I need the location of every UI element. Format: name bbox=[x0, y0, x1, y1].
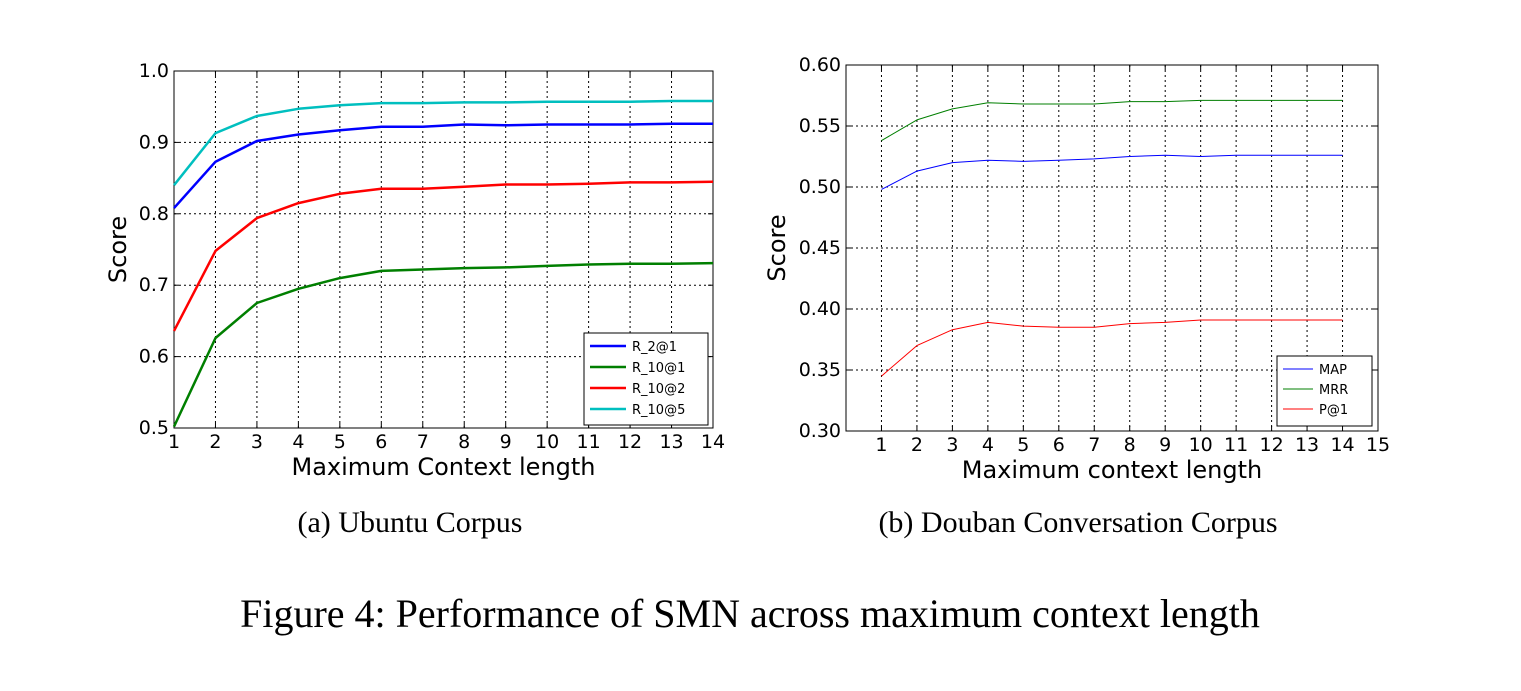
ubuntu-legend-box bbox=[583, 332, 709, 426]
ubuntu-x-tick-label: 7 bbox=[417, 431, 429, 453]
douban-series-mrr bbox=[881, 99, 1343, 142]
douban-y-tick-label: 0.60 bbox=[799, 54, 841, 76]
douban-y-tick-label: 0.35 bbox=[799, 359, 841, 381]
subcaption-ubuntu: (a) Ubuntu Corpus bbox=[298, 506, 523, 539]
ubuntu-series-r-2-1 bbox=[173, 122, 713, 209]
ubuntu-legend-label: R_10@5 bbox=[632, 403, 685, 418]
ubuntu-plot-frame bbox=[173, 70, 714, 429]
ubuntu-x-tick-label: 10 bbox=[535, 431, 559, 453]
ubuntu-y-tick-label: 0.5 bbox=[139, 417, 169, 439]
ubuntu-x-tick-label: 8 bbox=[458, 431, 470, 453]
ubuntu-x-tick-label: 14 bbox=[701, 431, 725, 453]
figure-caption: Figure 4: Performance of SMN across maxi… bbox=[240, 591, 1260, 636]
ubuntu-x-tick-label: 11 bbox=[577, 431, 601, 453]
douban-legend-box bbox=[1276, 355, 1373, 427]
douban-legend: MAP MRR P@1 bbox=[1276, 355, 1373, 427]
douban-legend-label: MAP bbox=[1319, 363, 1347, 378]
douban-y-tick-label: 0.55 bbox=[799, 115, 841, 137]
douban-x-tick-label: 2 bbox=[911, 434, 923, 456]
douban-series-map bbox=[881, 154, 1343, 190]
douban-y-tick-label: 0.40 bbox=[799, 298, 841, 320]
ubuntu-x-tick-label: 9 bbox=[500, 431, 512, 453]
douban-x-tick-label: 8 bbox=[1124, 434, 1136, 456]
douban-x-axis-label: Maximum context length bbox=[962, 456, 1262, 484]
douban-x-tick-label: 13 bbox=[1295, 434, 1319, 456]
douban-y-axis-label: Score bbox=[763, 214, 791, 281]
douban-x-tick-label: 5 bbox=[1017, 434, 1029, 456]
douban-x-tick-label: 6 bbox=[1053, 434, 1065, 456]
douban-x-tick-label: 7 bbox=[1088, 434, 1100, 456]
douban-x-tick-label: 15 bbox=[1366, 434, 1390, 456]
douban-x-tick-label: 12 bbox=[1260, 434, 1284, 456]
douban-x-tick-label: 4 bbox=[982, 434, 994, 456]
ubuntu-x-axis-label: Maximum Context length bbox=[291, 453, 595, 481]
subcaption-douban: (b) Douban Conversation Corpus bbox=[878, 506, 1277, 539]
douban-x-tick-label: 10 bbox=[1189, 434, 1213, 456]
douban-series-p-1 bbox=[881, 319, 1343, 377]
ubuntu-y-tick-label: 0.8 bbox=[139, 203, 169, 225]
douban-legend-label: MRR bbox=[1319, 383, 1348, 398]
ubuntu-series-r-10-5 bbox=[173, 99, 713, 186]
ubuntu-legend-label: R_2@1 bbox=[632, 340, 677, 355]
ubuntu-y-tick-label: 0.9 bbox=[139, 131, 169, 153]
ubuntu-x-tick-label: 6 bbox=[375, 431, 387, 453]
ubuntu-x-tick-label: 2 bbox=[209, 431, 221, 453]
douban-legend-label: P@1 bbox=[1319, 403, 1348, 418]
ubuntu-x-tick-label: 5 bbox=[334, 431, 346, 453]
ubuntu-legend: R_2@1 R_10@1 R_10@2 R_10@5 bbox=[583, 332, 709, 426]
ubuntu-y-tick-label: 0.6 bbox=[139, 346, 169, 368]
douban-x-tick-label: 3 bbox=[946, 434, 958, 456]
ubuntu-x-tick-label: 4 bbox=[292, 431, 304, 453]
ubuntu-x-tick-label: 3 bbox=[251, 431, 263, 453]
ubuntu-y-tick-label: 0.7 bbox=[139, 274, 169, 296]
ubuntu-x-tick-label: 12 bbox=[618, 431, 642, 453]
douban-x-tick-label: 9 bbox=[1159, 434, 1171, 456]
chart-douban: 1 2 3 4 5 6 7 8 9 10 11 12 13 14 150.300.350.400.450.5… bbox=[763, 54, 1390, 484]
douban-y-tick-label: 0.50 bbox=[799, 176, 841, 198]
ubuntu-y-tick-label: 1.0 bbox=[139, 60, 169, 82]
chart-ubuntu: 1 2 3 4 5 6 7 8 9 10 11 12 13 140.50.60.70.80.91.0Max… bbox=[104, 60, 725, 481]
ubuntu-series-r-10-2 bbox=[172, 180, 714, 332]
ubuntu-legend-label: R_10@1 bbox=[632, 361, 685, 376]
douban-x-tick-label: 1 bbox=[875, 434, 887, 456]
douban-y-tick-label: 0.30 bbox=[799, 420, 841, 442]
ubuntu-x-tick-label: 13 bbox=[659, 431, 683, 453]
douban-x-tick-label: 11 bbox=[1224, 434, 1248, 456]
douban-y-tick-label: 0.45 bbox=[799, 237, 841, 259]
douban-x-tick-label: 14 bbox=[1330, 434, 1354, 456]
ubuntu-legend-label: R_10@2 bbox=[632, 382, 685, 397]
ubuntu-y-axis-label: Score bbox=[104, 216, 132, 283]
ubuntu-series-r-10-1 bbox=[172, 261, 714, 428]
ubuntu-x-tick-label: 1 bbox=[168, 431, 180, 453]
